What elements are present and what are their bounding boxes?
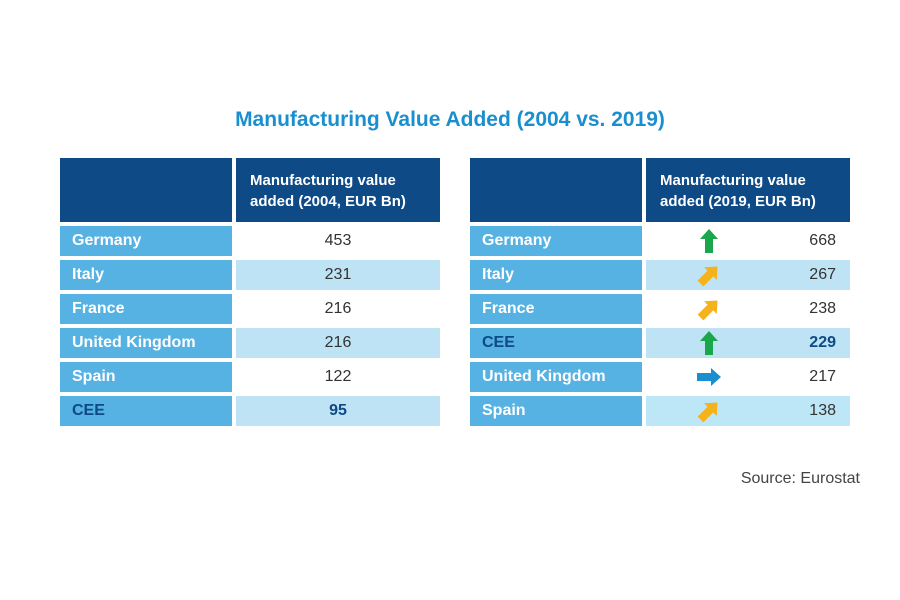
country-label: Spain	[470, 396, 642, 426]
table-row: CEE 95	[60, 396, 440, 426]
header-blank-cell	[470, 158, 642, 222]
arrow-up-right-icon	[697, 300, 718, 321]
country-label: CEE	[60, 396, 232, 426]
value-cell: 229	[646, 328, 850, 358]
country-label: France	[60, 294, 232, 324]
country-label: Germany	[470, 226, 642, 256]
table-row: France 216	[60, 294, 440, 324]
value-cell: 238	[646, 294, 850, 324]
value-cell: 95	[236, 396, 440, 426]
chart-title: Manufacturing Value Added (2004 vs. 2019…	[235, 108, 665, 131]
arrow-right-icon	[697, 368, 721, 386]
value-cell: 217	[646, 362, 850, 392]
value-cell: 453	[236, 226, 440, 256]
country-label: Spain	[60, 362, 232, 392]
country-label: Italy	[470, 260, 642, 290]
trend-arrow-shape	[700, 331, 718, 355]
value-cell: 138	[646, 396, 850, 426]
table-row: Germany 453	[60, 226, 440, 256]
table-row: Germany 668	[470, 226, 850, 256]
table-row: Italy 267	[470, 260, 850, 290]
arrow-up-icon	[700, 331, 718, 355]
table-row: Italy 231	[60, 260, 440, 290]
arrow-up-right-icon	[697, 402, 718, 423]
country-label: Germany	[60, 226, 232, 256]
value-cell: 122	[236, 362, 440, 392]
table-2004: Manufacturing value added (2004, EUR Bn)…	[60, 158, 440, 430]
country-label: Italy	[60, 260, 232, 290]
trend-arrow-shape	[700, 229, 718, 253]
country-label: France	[470, 294, 642, 324]
header-value-cell: Manufacturing value added (2004, EUR Bn)	[236, 158, 440, 222]
value-number: 668	[809, 232, 836, 249]
value-cell: 267	[646, 260, 850, 290]
value-cell: 668	[646, 226, 850, 256]
table-row: United Kingdom 216	[60, 328, 440, 358]
country-label: CEE	[470, 328, 642, 358]
value-cell: 216	[236, 294, 440, 324]
trend-arrow-shape	[697, 266, 718, 287]
table-header: Manufacturing value added (2019, EUR Bn)	[470, 158, 850, 222]
value-number: 267	[809, 266, 836, 283]
value-number: 217	[809, 368, 836, 385]
table-row: Spain 122	[60, 362, 440, 392]
value-number: 138	[809, 402, 836, 419]
table-header: Manufacturing value added (2004, EUR Bn)	[60, 158, 440, 222]
trend-arrow-shape	[697, 300, 718, 321]
country-label: United Kingdom	[470, 362, 642, 392]
trend-arrow-shape	[697, 402, 718, 423]
value-number: 238	[809, 300, 836, 317]
table-row: CEE 229	[470, 328, 850, 358]
country-label: United Kingdom	[60, 328, 232, 358]
value-number: 229	[809, 334, 836, 351]
header-blank-cell	[60, 158, 232, 222]
arrow-up-icon	[700, 229, 718, 253]
value-cell: 231	[236, 260, 440, 290]
table-2019: Manufacturing value added (2019, EUR Bn)…	[470, 158, 850, 430]
trend-arrow-shape	[697, 368, 721, 386]
value-cell: 216	[236, 328, 440, 358]
table-row: United Kingdom 217	[470, 362, 850, 392]
source-note: Source: Eurostat	[740, 470, 860, 487]
header-value-cell: Manufacturing value added (2019, EUR Bn)	[646, 158, 850, 222]
table-row: Spain 138	[470, 396, 850, 426]
table-row: France 238	[470, 294, 850, 324]
arrow-up-right-icon	[697, 266, 718, 287]
